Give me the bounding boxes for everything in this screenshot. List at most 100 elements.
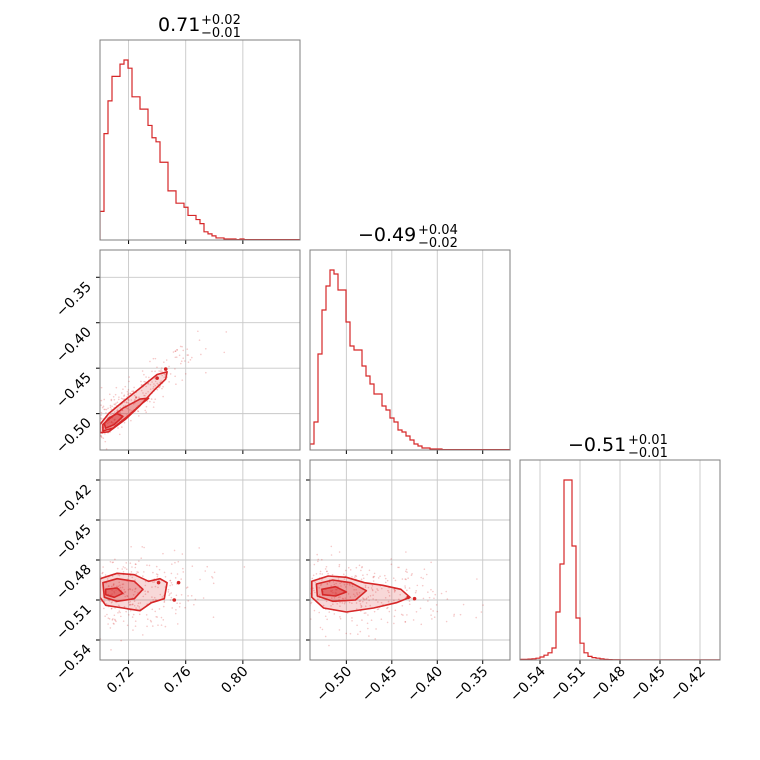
sample-point xyxy=(121,586,124,589)
sample-point xyxy=(432,610,434,612)
sample-point xyxy=(107,617,110,619)
sample-point xyxy=(27,651,29,653)
sample-point xyxy=(355,608,358,610)
sample-point xyxy=(100,411,103,414)
sample-point xyxy=(104,615,106,617)
sample-point xyxy=(416,584,419,587)
sample-point xyxy=(149,400,151,403)
sample-point xyxy=(104,574,107,576)
sample-point xyxy=(410,597,412,600)
sample-point xyxy=(175,608,177,611)
sample-point xyxy=(34,609,36,611)
title-p2: −0.51 +0.01 −0.01 xyxy=(568,433,668,461)
sample-point xyxy=(393,622,395,625)
sample-point xyxy=(423,568,426,571)
sample-point xyxy=(131,566,133,568)
sample-point xyxy=(404,620,407,623)
sample-point xyxy=(307,573,309,575)
sample-point xyxy=(106,578,109,580)
sample-point xyxy=(83,589,85,591)
sample-point xyxy=(84,624,86,626)
sample-point xyxy=(368,599,370,602)
sample-point xyxy=(102,566,104,568)
sample-point xyxy=(171,583,174,586)
sample-point xyxy=(153,401,155,404)
sample-point xyxy=(330,585,333,587)
sample-point xyxy=(133,604,136,607)
sample-point xyxy=(127,389,130,391)
sample-point xyxy=(193,603,195,606)
sample-point xyxy=(122,583,125,585)
sample-point xyxy=(80,443,82,445)
sample-point xyxy=(156,616,158,618)
sample-point xyxy=(111,589,113,592)
sample-point xyxy=(106,613,108,616)
sample-point xyxy=(118,396,120,398)
sample-point xyxy=(243,566,246,568)
outlier-point xyxy=(155,376,159,380)
sample-point xyxy=(168,381,170,383)
sample-point xyxy=(366,573,368,576)
sample-point xyxy=(370,587,373,589)
sample-point xyxy=(88,584,90,586)
sample-point xyxy=(132,390,135,392)
xtick-label-p1: −0.50 xyxy=(314,664,356,706)
sample-point xyxy=(440,592,443,595)
sample-point xyxy=(31,594,33,596)
sample-point xyxy=(162,605,165,608)
sample-point xyxy=(284,567,286,569)
sample-point xyxy=(145,392,147,395)
sample-point xyxy=(406,571,408,574)
sample-point xyxy=(156,388,159,391)
sample-point xyxy=(122,566,125,568)
sample-point xyxy=(124,590,127,593)
sample-point xyxy=(388,610,391,613)
sample-point xyxy=(116,401,119,404)
sample-point xyxy=(358,564,361,567)
sample-point xyxy=(94,581,96,583)
sample-point xyxy=(93,568,95,570)
sample-point xyxy=(324,615,327,618)
sample-point xyxy=(266,569,268,571)
ytick-label-p2: −0.48 xyxy=(53,562,95,604)
sample-point xyxy=(345,632,348,635)
sample-point xyxy=(163,376,166,379)
sample-point xyxy=(96,415,98,417)
sample-point xyxy=(115,589,117,591)
sample-point xyxy=(190,594,193,597)
sample-point xyxy=(318,611,321,614)
sample-point xyxy=(113,583,115,585)
sample-point xyxy=(400,613,403,616)
sample-point xyxy=(360,578,363,581)
sample-point xyxy=(164,625,167,628)
sample-point xyxy=(19,626,21,628)
sample-point xyxy=(89,435,91,437)
sample-point xyxy=(130,603,132,606)
sample-point xyxy=(102,405,105,408)
sample-point xyxy=(314,591,316,594)
sample-point xyxy=(43,600,45,602)
sample-point xyxy=(159,370,162,373)
sample-point xyxy=(55,461,57,463)
sample-point xyxy=(279,578,281,580)
sample-point xyxy=(379,575,381,578)
title-p1-median: −0.49 xyxy=(358,224,416,246)
sample-point xyxy=(89,411,91,413)
ytick-label-p2: −0.45 xyxy=(53,522,95,564)
sample-point xyxy=(128,399,130,401)
sample-point xyxy=(326,570,328,573)
sample-point xyxy=(98,596,100,598)
sample-point xyxy=(77,444,79,446)
sample-point xyxy=(340,585,342,587)
sample-point xyxy=(40,603,42,605)
sample-point xyxy=(374,591,377,593)
sample-point xyxy=(146,400,149,402)
sample-point xyxy=(348,601,351,604)
contour-level-3 xyxy=(320,585,348,597)
xtick-label-p2: −0.48 xyxy=(587,664,629,706)
sample-point xyxy=(420,623,423,626)
sample-point xyxy=(325,600,328,603)
sample-point xyxy=(150,620,153,623)
sample-point xyxy=(360,569,362,572)
sample-point xyxy=(206,565,209,568)
